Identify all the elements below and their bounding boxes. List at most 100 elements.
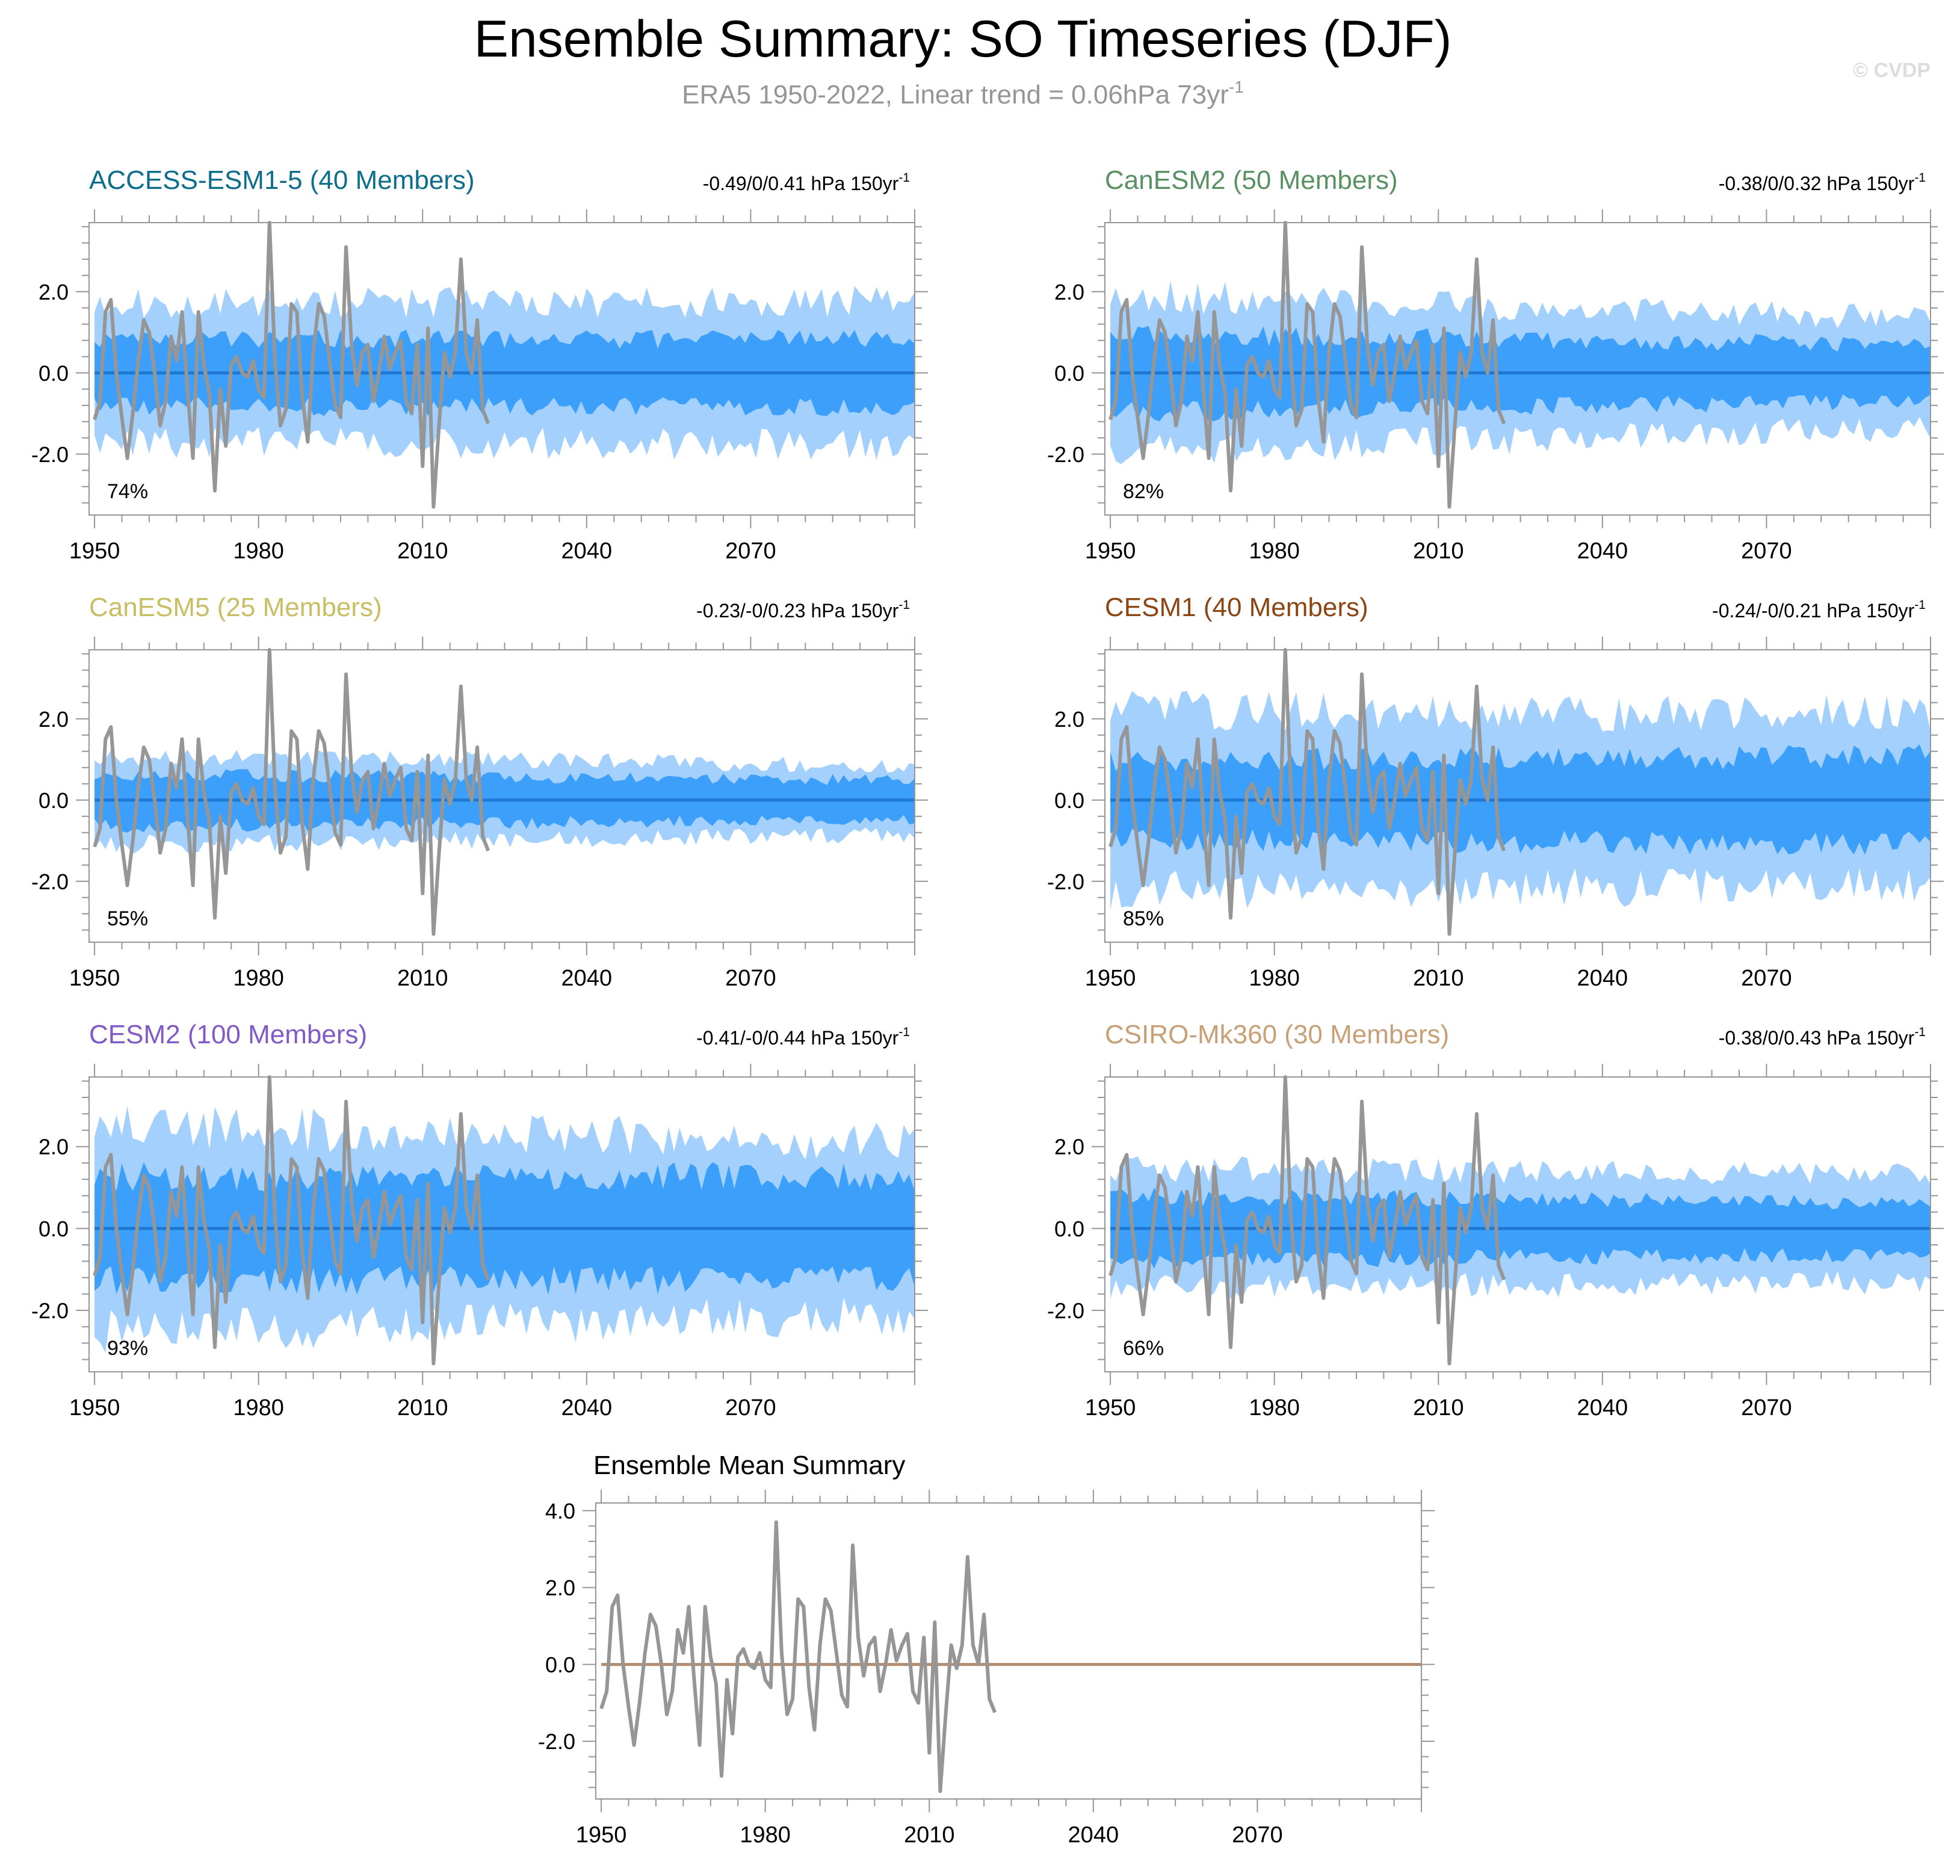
x-tick-label: 2010	[1413, 538, 1464, 564]
x-tick-label: 1950	[1085, 966, 1136, 991]
trend-range-superscript: -1	[1914, 171, 1926, 185]
panel-1: 1950 1980 2010 2040 2070 -2.0 0.0 2.0 ACCESS-ESM…	[31, 165, 928, 564]
subtitle-text: ERA5 1950-2022, Linear trend = 0.06hPa 7…	[682, 80, 1229, 110]
x-tick-label: 2070	[725, 1395, 776, 1421]
x-tick-label: 2010	[1413, 966, 1464, 991]
x-tick-label: 1950	[1085, 1395, 1136, 1421]
x-tick-label: 1980	[1249, 538, 1300, 564]
percent-label: 85%	[1123, 907, 1164, 930]
trend-range-superscript: -1	[898, 598, 910, 612]
x-tick-label: 2040	[1068, 1822, 1119, 1848]
panel-title: Ensemble Mean Summary	[593, 1451, 905, 1480]
figure-title: Ensemble Summary: SO Timeseries (DJF)	[474, 10, 1452, 68]
plot-frame	[88, 649, 915, 943]
panel-4: 1950 1980 2010 2040 2070 -2.0 0.0 2.0 CESM1 (40 …	[1047, 593, 1944, 991]
panel-3: 1950 1980 2010 2040 2070 -2.0 0.0 2.0 CanESM5 (2…	[31, 593, 928, 991]
panel-title: CanESM5 (25 Members)	[89, 593, 382, 622]
plot-frame	[88, 1076, 915, 1372]
x-tick-label: 2010	[904, 1822, 955, 1848]
y-tick-label: -2.0	[1047, 869, 1084, 894]
trend-range-text: -0.24/-0/0.21 hPa 150yr	[1712, 600, 1915, 622]
x-tick-label: 2010	[397, 538, 448, 564]
x-tick-label: 1950	[69, 1395, 120, 1421]
observations-line	[93, 221, 490, 509]
trend-range-text: -0.49/0/0.41 hPa 150yr	[703, 173, 899, 194]
trend-range-text: -0.41/-0/0.44 hPa 150yr	[696, 1027, 899, 1049]
x-tick-label: 2070	[1741, 966, 1792, 991]
plot-frame	[88, 222, 915, 516]
x-tick-label: 1980	[740, 1822, 791, 1848]
y-tick-label: 2.0	[545, 1576, 575, 1600]
trend-range-superscript: -1	[898, 171, 910, 185]
y-tick-label: 0.0	[39, 361, 69, 386]
trend-range-text: -0.23/-0/0.23 hPa 150yr	[696, 600, 899, 622]
y-tick-label: 0.0	[39, 788, 69, 813]
x-tick-label: 2040	[561, 538, 613, 564]
y-tick-label: 2.0	[39, 280, 69, 304]
x-tick-label: 1980	[1249, 966, 1300, 991]
observations-line	[599, 1520, 997, 1794]
observations-line	[93, 1075, 490, 1366]
y-tick-label: 2.0	[1054, 1135, 1084, 1159]
panel-2: 1950 1980 2010 2040 2070 -2.0 0.0 2.0 CanESM2 (5…	[1047, 165, 1944, 564]
trend-range-label: -0.24/-0/0.21 hPa 150yr-1	[1712, 598, 1926, 622]
panel-title: CESM1 (40 Members)	[1105, 593, 1368, 622]
y-tick-label: 0.0	[39, 1217, 69, 1241]
x-tick-label: 1980	[233, 538, 284, 564]
x-tick-label: 2040	[1577, 966, 1628, 991]
figure-subtitle: ERA5 1950-2022, Linear trend = 0.06hPa 7…	[682, 78, 1244, 110]
y-tick-label: 4.0	[545, 1499, 575, 1523]
y-tick-label: -2.0	[1047, 442, 1084, 467]
y-tick-label: -2.0	[31, 869, 69, 894]
y-tick-label: 0.0	[545, 1652, 575, 1677]
trend-range-superscript: -1	[1914, 598, 1926, 612]
x-tick-label: 1980	[233, 966, 284, 991]
y-tick-label: -2.0	[538, 1729, 575, 1754]
panel-title: CESM2 (100 Members)	[89, 1020, 367, 1049]
y-tick-label: 2.0	[1054, 280, 1084, 304]
percent-label: 66%	[1123, 1337, 1164, 1360]
y-tick-label: 2.0	[39, 1135, 69, 1159]
panel-7: 1950 1980 2010 2040 2070 -2.0 0.0 2.0 4.0 Ensembl…	[538, 1451, 1435, 1848]
observations-line	[93, 648, 490, 936]
x-tick-label: 1980	[1249, 1395, 1300, 1421]
x-tick-label: 2040	[1577, 1395, 1628, 1421]
x-tick-label: 2040	[561, 1395, 613, 1421]
panels-container: 1950 1980 2010 2040 2070 -2.0 0.0 2.0 ACCESS-ESM…	[31, 165, 1944, 1848]
y-tick-label: 0.0	[1054, 1217, 1084, 1241]
y-tick-label: 2.0	[39, 707, 69, 732]
percent-label: 55%	[107, 907, 148, 930]
observations-line	[1108, 1075, 1506, 1366]
panel-5: 1950 1980 2010 2040 2070 -2.0 0.0 2.0 CESM2 (100…	[31, 1020, 928, 1421]
percent-label: 93%	[107, 1337, 148, 1360]
watermark: © CVDP	[1853, 59, 1931, 82]
x-tick-label: 2010	[397, 966, 448, 991]
trend-range-label: -0.41/-0/0.44 hPa 150yr-1	[696, 1025, 910, 1049]
trend-range-text: -0.38/0/0.32 hPa 150yr	[1719, 173, 1915, 194]
x-tick-label: 2070	[1741, 538, 1792, 564]
panel-title: ACCESS-ESM1-5 (40 Members)	[89, 165, 475, 195]
trend-range-superscript: -1	[898, 1025, 910, 1039]
x-tick-label: 2040	[1577, 538, 1628, 564]
trend-range-superscript: -1	[1914, 1025, 1926, 1039]
percent-label: 82%	[1123, 480, 1164, 503]
percent-label: 74%	[107, 480, 148, 503]
x-tick-label: 1950	[69, 538, 120, 564]
y-tick-label: -2.0	[31, 1298, 69, 1323]
panel-title: CSIRO-Mk360 (30 Members)	[1105, 1020, 1449, 1049]
y-tick-label: 0.0	[1054, 361, 1084, 386]
trend-range-text: -0.38/0/0.43 hPa 150yr	[1719, 1027, 1915, 1049]
trend-range-label: -0.49/0/0.41 hPa 150yr-1	[703, 171, 910, 194]
plot-frame	[1104, 649, 1931, 943]
y-tick-label: 2.0	[1054, 707, 1084, 732]
y-tick-label: -2.0	[1047, 1298, 1084, 1323]
x-tick-label: 2070	[1741, 1395, 1792, 1421]
panel-title: CanESM2 (50 Members)	[1105, 165, 1398, 195]
observations-line	[1108, 221, 1506, 509]
plot-frame	[1104, 1076, 1931, 1372]
x-tick-label: 2040	[561, 966, 613, 991]
trend-range-label: -0.38/0/0.43 hPa 150yr-1	[1719, 1025, 1926, 1049]
x-tick-label: 2010	[397, 1395, 448, 1421]
x-tick-label: 1950	[69, 966, 120, 991]
